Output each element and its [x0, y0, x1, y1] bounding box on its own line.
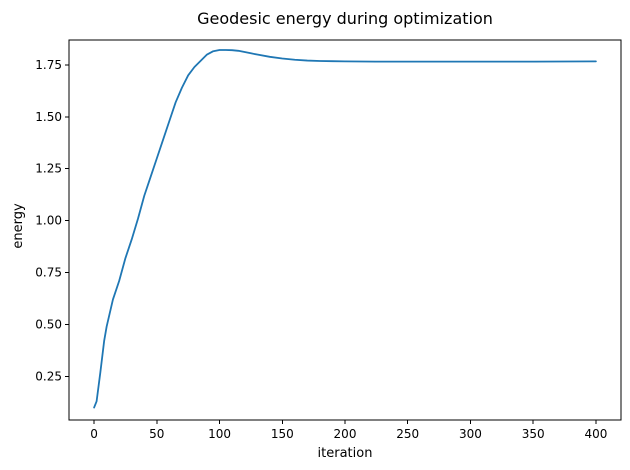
- y-tick-label: 1.50: [35, 110, 62, 124]
- x-tick-label: 0: [90, 427, 98, 441]
- y-tick-label: 0.25: [35, 369, 62, 383]
- x-tick-label: 150: [271, 427, 294, 441]
- x-tick-label: 50: [149, 427, 164, 441]
- y-tick-label: 0.50: [35, 317, 62, 331]
- y-tick-label: 0.75: [35, 266, 62, 280]
- y-axis-label: energy: [11, 203, 26, 249]
- x-tick-label: 200: [334, 427, 357, 441]
- y-axis-ticks: 0.25 0.50 0.75 1.00 1.25 1.50 1.75: [35, 58, 69, 383]
- series-line-energy: [93, 49, 597, 409]
- y-tick-label: 1.00: [35, 214, 62, 228]
- x-axis-ticks: 0 50 100 150 200 250 300 350 400: [90, 420, 607, 441]
- x-tick-label: 350: [522, 427, 545, 441]
- x-tick-label: 300: [459, 427, 482, 441]
- y-tick-label: 1.75: [35, 58, 62, 72]
- chart-title: Geodesic energy during optimization: [197, 9, 493, 28]
- x-axis-label: iteration: [318, 446, 373, 461]
- x-tick-label: 250: [396, 427, 419, 441]
- x-tick-label: 100: [208, 427, 231, 441]
- x-tick-label: 400: [584, 427, 607, 441]
- y-tick-label: 1.25: [35, 162, 62, 176]
